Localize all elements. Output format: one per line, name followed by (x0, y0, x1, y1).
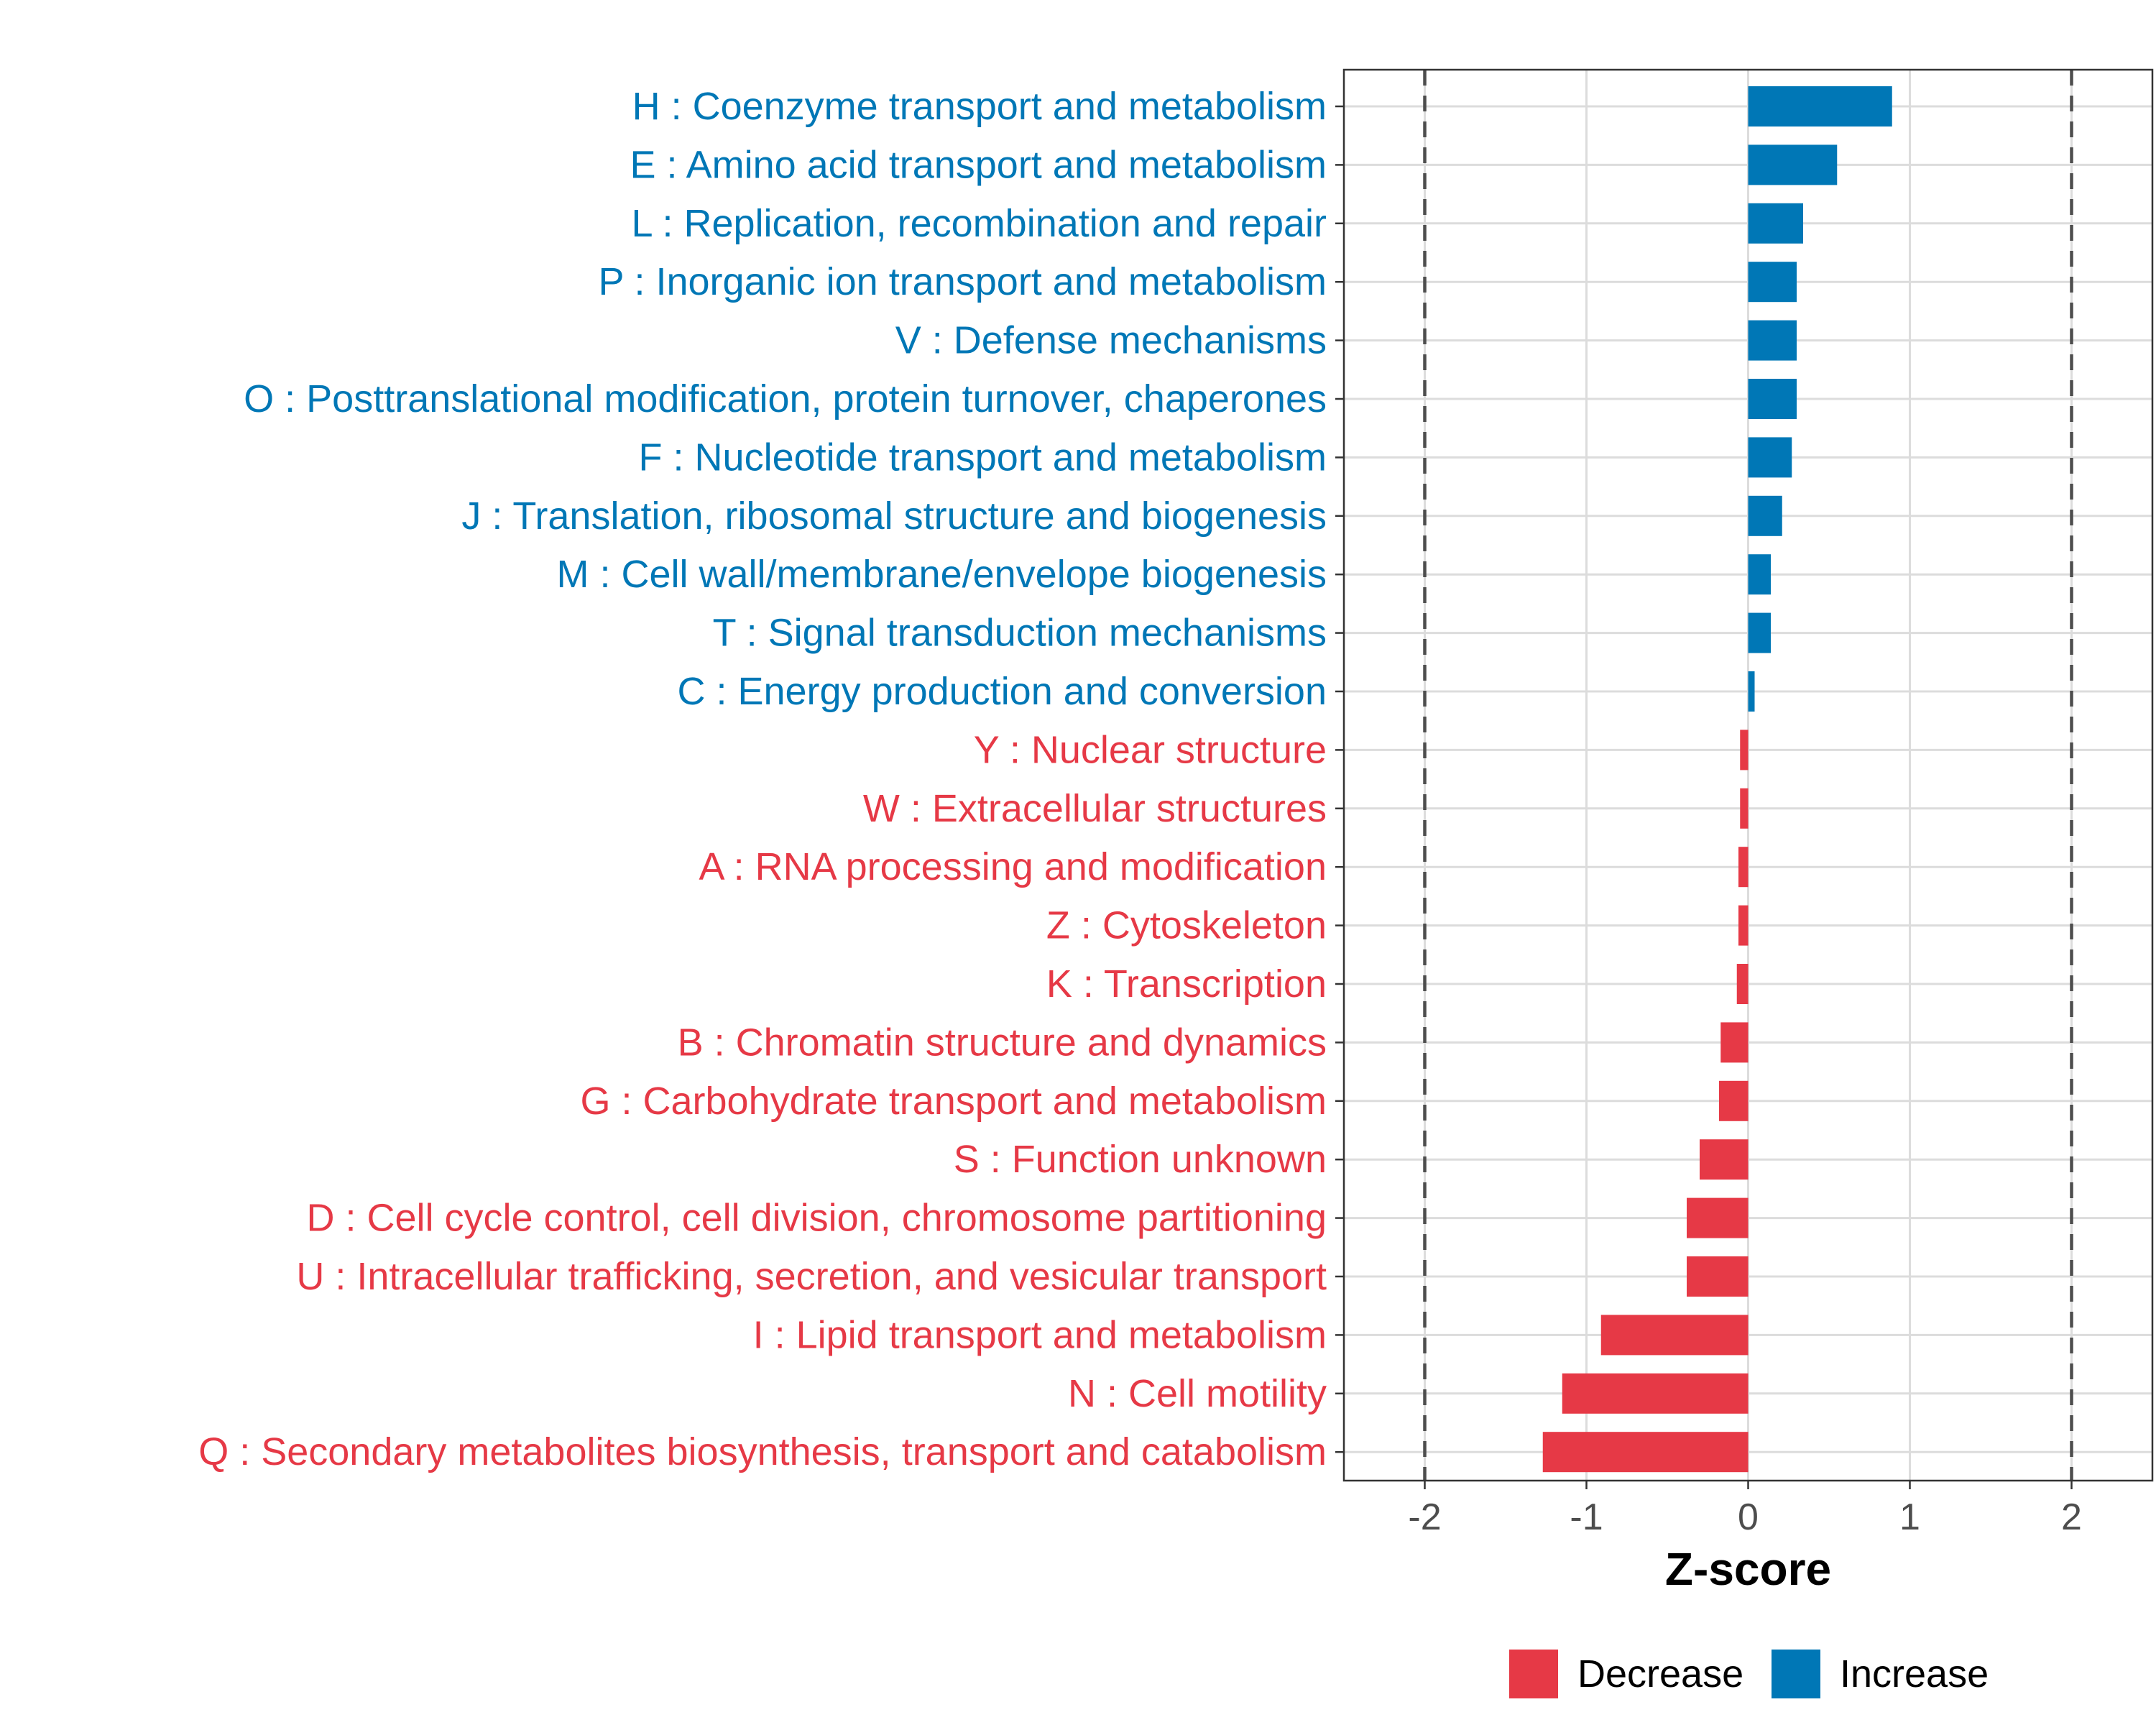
y-tick-label: L : Replication, recombination and repai… (631, 202, 1327, 245)
y-tick-label: H : Coenzyme transport and metabolism (632, 85, 1327, 128)
bar (1748, 437, 1792, 478)
bar (1748, 203, 1803, 244)
bar (1748, 144, 1838, 185)
bar (1748, 495, 1782, 536)
y-tick-label: I : Lipid transport and metabolism (753, 1313, 1327, 1356)
legend-swatch-decrease (1509, 1650, 1558, 1698)
x-tick-label: -2 (1408, 1496, 1441, 1538)
legend-label-decrease: Decrease (1577, 1652, 1743, 1696)
bar (1700, 1139, 1749, 1180)
y-tick-label: N : Cell motility (1068, 1372, 1327, 1415)
bar (1562, 1373, 1749, 1414)
bar (1748, 671, 1755, 712)
y-tick-label: F : Nucleotide transport and metabolism (639, 436, 1327, 479)
bar (1736, 964, 1749, 1004)
bar (1748, 379, 1797, 419)
x-tick-label: 0 (1738, 1496, 1759, 1538)
bar (1748, 320, 1797, 361)
bar (1720, 1022, 1749, 1063)
x-tick-label: -1 (1570, 1496, 1603, 1538)
bar (1748, 86, 1892, 126)
x-axis-tick-labels: -2 -1 0 1 2 (1408, 1496, 2082, 1538)
y-tick-label: O : Posttranslational modification, prot… (244, 377, 1327, 420)
bar (1740, 730, 1749, 770)
legend-label-increase: Increase (1840, 1652, 1989, 1696)
bar (1719, 1080, 1749, 1121)
y-tick-label: C : Energy production and conversion (677, 670, 1327, 713)
legend-swatch-increase (1772, 1650, 1820, 1698)
bar (1748, 612, 1771, 653)
bars (1542, 86, 1892, 1473)
bar (1600, 1315, 1749, 1356)
bar (1748, 262, 1797, 303)
bar (1542, 1432, 1749, 1473)
legend: Decrease Increase (1509, 1650, 1989, 1698)
reference-lines (1423, 70, 2073, 1481)
y-tick-label: P : Inorganic ion transport and metaboli… (598, 260, 1327, 303)
y-tick-label: Y : Nuclear structure (974, 728, 1327, 771)
y-tick-label: Q : Secondary metabolites biosynthesis, … (198, 1430, 1327, 1473)
y-tick-label: G : Carbohydrate transport and metabolis… (581, 1080, 1327, 1123)
bar (1687, 1197, 1749, 1238)
y-tick-label: B : Chromatin structure and dynamics (678, 1021, 1327, 1064)
bar (1738, 905, 1749, 946)
y-tick-label: A : RNA processing and modification (699, 845, 1327, 888)
bar (1738, 847, 1749, 888)
bar (1687, 1256, 1749, 1297)
y-tick-label: S : Function unknown (954, 1138, 1327, 1181)
y-tick-label: J : Translation, ribosomal structure and… (461, 494, 1327, 538)
y-tick-label: W : Extracellular structures (863, 787, 1327, 830)
y-axis-labels: H : Coenzyme transport and metabolism E :… (198, 85, 1327, 1473)
y-tick-label: U : Intracellular trafficking, secretion… (296, 1255, 1327, 1298)
y-tick-label: E : Amino acid transport and metabolism (630, 143, 1327, 186)
x-axis-title: Z-score (1665, 1543, 1831, 1595)
x-axis-ticks (1424, 1481, 2073, 1489)
y-tick-label: T : Signal transduction mechanisms (713, 612, 1327, 655)
x-tick-label: 2 (2061, 1496, 2082, 1538)
x-tick-label: 1 (1899, 1496, 1920, 1538)
y-axis-ticks (1335, 105, 1344, 1453)
bar (1748, 554, 1771, 595)
y-tick-label: Z : Cytoskeleton (1046, 904, 1327, 947)
bar (1740, 788, 1749, 829)
y-tick-label: K : Transcription (1046, 962, 1327, 1006)
y-tick-label: M : Cell wall/membrane/envelope biogenes… (556, 553, 1327, 596)
y-tick-label: D : Cell cycle control, cell division, c… (306, 1197, 1327, 1240)
y-tick-label: V : Defense mechanisms (895, 319, 1327, 362)
